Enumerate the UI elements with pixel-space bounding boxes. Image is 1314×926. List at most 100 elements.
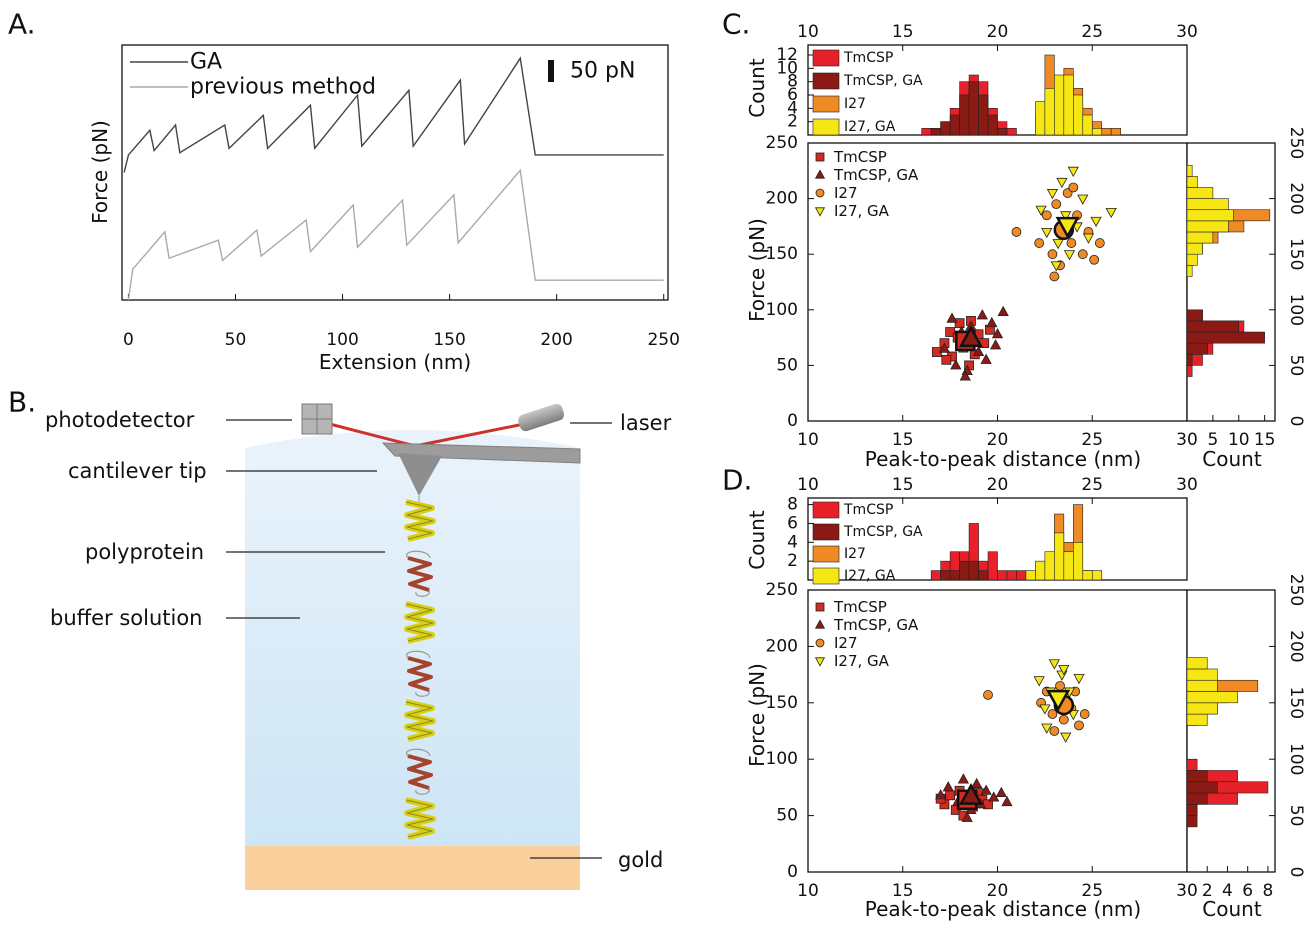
scale-bar	[548, 60, 554, 82]
y-tick-label: 150	[1286, 238, 1306, 270]
plot-frame	[121, 44, 669, 301]
histogram-bar	[1073, 541, 1084, 581]
scatter-point	[1105, 207, 1117, 219]
legend-label: TmCSP	[833, 598, 887, 616]
x-tick-label: 25	[1081, 881, 1103, 901]
histogram-bar	[1186, 220, 1229, 233]
scatter-point	[1067, 710, 1079, 721]
scatter-point	[1048, 659, 1060, 670]
x-tick-label: 20	[987, 475, 1009, 495]
x-axis-label: Count	[1202, 897, 1262, 921]
histogram-bar	[978, 94, 989, 136]
legend-label: I27, GA	[834, 202, 890, 220]
scatter-point	[972, 345, 985, 357]
x-tick-label: 0	[123, 330, 134, 350]
histogram-bar	[930, 570, 941, 581]
histogram-bar	[1054, 532, 1065, 581]
legend-label: TmCSP, GA	[843, 524, 923, 540]
scatter-point	[1077, 194, 1089, 205]
histogram-bar	[987, 551, 998, 581]
y-tick-label: 0	[1286, 416, 1306, 427]
legend-swatch	[812, 118, 840, 136]
y-tick-label: 250	[766, 580, 798, 600]
x-tick-label: 30	[1176, 881, 1198, 901]
scatter-point	[1051, 199, 1062, 210]
scatter-point	[1068, 182, 1079, 193]
y-tick-label: 12	[776, 45, 798, 65]
laser	[518, 403, 565, 432]
histogram-bar	[1186, 792, 1208, 805]
legend-swatch	[812, 49, 840, 67]
histogram-bar	[1091, 128, 1103, 136]
y-tick-label: 200	[766, 636, 798, 656]
y-tick-label: 100	[1286, 743, 1306, 775]
y-tick-label: 4	[787, 98, 798, 118]
y-axis-label: Force (pN)	[745, 218, 769, 322]
x-tick-label: 10	[797, 22, 819, 42]
scatter-point	[1001, 795, 1013, 807]
scatter-point	[1090, 216, 1102, 228]
y-axis-label: Count	[745, 510, 769, 570]
y-tick-label: 50	[1286, 355, 1306, 377]
histogram-bar	[997, 128, 1008, 136]
mean-marker	[1046, 689, 1071, 712]
histogram-bar	[968, 560, 979, 581]
scatter-point	[980, 353, 992, 364]
x-tick-label: 250	[647, 330, 679, 350]
histogram-bar	[1186, 657, 1208, 670]
histogram-bar	[1186, 253, 1198, 266]
y-tick-label: 200	[1286, 630, 1306, 662]
histogram-bar	[1186, 353, 1193, 366]
scatter-point	[1039, 704, 1051, 715]
x-tick-label: 100	[326, 330, 358, 350]
x-tick-label: 15	[1254, 430, 1276, 450]
histogram-bar	[1186, 815, 1198, 828]
scatter-point	[1060, 732, 1072, 743]
scatter-point	[986, 316, 998, 328]
x-axis-label: Peak-to-peak distance (nm)	[865, 447, 1141, 471]
histogram-bar	[1186, 176, 1198, 188]
x-tick-label: 10	[797, 881, 819, 901]
panel-label: B.	[8, 386, 36, 419]
legend-swatch	[812, 72, 840, 90]
gold-surface	[245, 846, 580, 890]
data-line	[127, 168, 664, 301]
laser-beam	[317, 419, 416, 448]
legend-swatch	[812, 523, 840, 541]
plot-frame	[1186, 589, 1276, 873]
scatter-point	[1074, 720, 1084, 731]
scatter-point	[1094, 238, 1105, 248]
y-tick-label: 4	[787, 532, 798, 552]
y-tick-label: 150	[766, 244, 798, 264]
legend-swatch	[812, 545, 840, 563]
x-tick-label: 10	[1228, 430, 1250, 450]
scatter-point	[1077, 249, 1088, 260]
histogram-bar	[1186, 265, 1193, 277]
histogram-bar	[930, 128, 941, 136]
x-tick-label: 25	[1081, 475, 1103, 495]
mean-marker	[1055, 216, 1080, 239]
histogram-bar	[1082, 570, 1093, 581]
scatter-point	[991, 328, 1004, 339]
scatter-point	[959, 370, 971, 381]
x-tick-label: 30	[1176, 22, 1198, 42]
legend-label: TmCSP, GA	[843, 73, 923, 89]
scatter-point	[1058, 714, 1069, 725]
histogram-bar	[1025, 570, 1036, 581]
scatter-point	[1041, 210, 1052, 221]
y-tick-label: 150	[766, 693, 798, 713]
y-tick-label: 250	[766, 133, 798, 153]
scatter-point	[1050, 261, 1062, 272]
legend-label: TmCSP, GA	[833, 166, 919, 184]
histogram-bar	[1186, 365, 1193, 377]
x-tick-label: 15	[892, 430, 914, 450]
histogram-bar	[1044, 551, 1055, 581]
scatter-point	[938, 342, 951, 353]
x-tick-label: 4	[1222, 881, 1233, 901]
legend-label: I27	[844, 546, 866, 562]
legend-marker	[815, 152, 825, 162]
legend-label: TmCSP	[833, 148, 887, 166]
histogram-bar	[1016, 570, 1027, 581]
scatter-point	[976, 309, 988, 320]
x-tick-label: 15	[892, 22, 914, 42]
